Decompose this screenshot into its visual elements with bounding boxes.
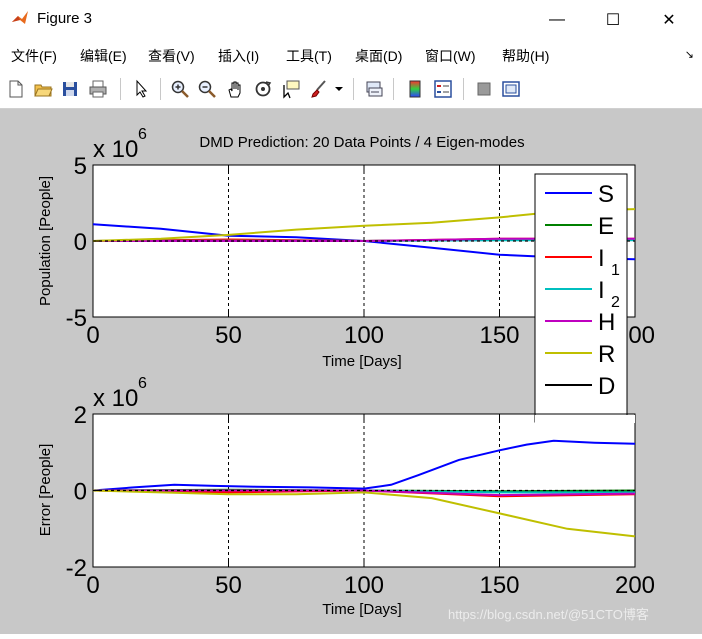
top-xtick-label: 0 — [86, 322, 99, 349]
window-title: Figure 3 — [37, 10, 93, 27]
top-xtick-label: 50 — [215, 322, 242, 349]
minimize-icon: — — [549, 11, 565, 28]
hide-plot-tools-icon[interactable] — [472, 77, 496, 101]
pan-hand-icon[interactable] — [223, 77, 247, 101]
top-axes-vlines — [228, 165, 500, 317]
legend-label-subscript: 1 — [611, 262, 620, 279]
toolbar — [0, 70, 702, 109]
bottom-exponent-power: 6 — [138, 375, 147, 392]
bottom-xtick-label: 100 — [344, 572, 384, 599]
top-ylabel: Population [People] — [37, 176, 54, 306]
top-axes-ticks: 0 50 100 150 200-505 — [66, 153, 655, 349]
legend-label: D — [598, 373, 615, 400]
menu-desktop[interactable]: 桌面(D) — [355, 48, 403, 64]
toolbar-separator — [160, 78, 161, 100]
bottom-series-line — [92, 439, 636, 492]
toolbar-separator — [393, 78, 394, 100]
toolbar-separator — [353, 78, 354, 100]
close-button[interactable]: ✕ — [642, 0, 696, 40]
bottom-xtick-label: 150 — [479, 572, 519, 599]
bottom-xtick-label: 200 — [615, 572, 655, 599]
insert-colorbar-icon[interactable] — [403, 77, 427, 101]
legend-label: H — [598, 309, 615, 336]
bottom-axes[interactable]: 0 50 100 150 200-202 x 10 6 Time [Days] Erro… — [37, 375, 655, 618]
save-icon[interactable] — [58, 77, 82, 101]
toolbar-separator — [463, 78, 464, 100]
menu-bar: 文件(F) 编辑(E) 查看(V) 插入(I) 工具(T) 桌面(D) 窗口(W… — [0, 40, 702, 70]
legend-label: S — [598, 181, 614, 208]
show-plot-tools-icon[interactable] — [499, 77, 523, 101]
open-file-icon[interactable] — [31, 77, 55, 101]
brush-dropdown-icon[interactable] — [333, 77, 345, 101]
bottom-xtick-label: 50 — [215, 572, 242, 599]
menu-help[interactable]: 帮助(H) — [502, 48, 550, 64]
menu-insert[interactable]: 插入(I) — [218, 48, 260, 64]
bottom-axes-ticks: 0 50 100 150 200-202 — [66, 402, 655, 599]
top-xtick-label: 150 — [479, 322, 519, 349]
new-figure-icon[interactable] — [4, 77, 28, 101]
bottom-xtick-label: 0 — [86, 572, 99, 599]
bottom-ytick-label: 0 — [74, 479, 87, 506]
title-bar: Figure 3 — ☐ ✕ — [0, 0, 702, 40]
legend-label-subscript: 2 — [611, 294, 620, 311]
bottom-ytick-label: -2 — [66, 555, 87, 582]
toolbar-separator — [120, 78, 121, 100]
legend-label: I — [598, 245, 605, 272]
menu-edit[interactable]: 编辑(E) — [80, 48, 127, 64]
top-xtick-label: 100 — [344, 322, 384, 349]
zoom-in-icon[interactable] — [168, 77, 192, 101]
top-ytick-label: 0 — [74, 229, 87, 256]
bottom-exponent-label: x 10 — [93, 385, 138, 412]
legend-clip-mask — [535, 415, 635, 423]
bottom-ytick-label: 2 — [74, 402, 87, 429]
legend-label: R — [598, 341, 615, 368]
top-ytick-label: -5 — [66, 305, 87, 332]
menu-view[interactable]: 查看(V) — [148, 48, 195, 64]
minimize-button[interactable]: — — [530, 0, 584, 40]
bottom-series-line — [92, 489, 636, 538]
print-icon[interactable] — [86, 77, 110, 101]
link-plot-icon[interactable] — [362, 77, 386, 101]
watermark-text: https://blog.csdn.net/@51CTO博客 — [448, 607, 649, 622]
zoom-out-icon[interactable] — [195, 77, 219, 101]
legend-box — [534, 173, 628, 423]
dock-arrow-icon[interactable]: ↘ — [684, 49, 694, 61]
bottom-axes-series — [92, 439, 636, 538]
menu-file[interactable]: 文件(F) — [11, 48, 57, 64]
data-cursor-icon[interactable] — [279, 77, 303, 101]
bottom-ylabel: Error [People] — [37, 444, 54, 537]
menu-window[interactable]: 窗口(W) — [425, 48, 476, 64]
top-exponent-power: 6 — [138, 126, 147, 143]
maximize-button[interactable]: ☐ — [586, 0, 640, 40]
legend-label: E — [598, 213, 614, 240]
brush-icon[interactable] — [307, 77, 331, 101]
figure-plot-svg: 0 50 100 150 200-505 DMD Prediction: 20 Data… — [37, 126, 655, 618]
bottom-axes-vlines — [228, 414, 500, 567]
insert-legend-icon[interactable] — [431, 77, 455, 101]
top-exponent-label: x 10 — [93, 136, 138, 163]
top-xlabel: Time [Days] — [322, 353, 401, 370]
bottom-xlabel: Time [Days] — [322, 601, 401, 618]
figure-canvas[interactable]: 0 50 100 150 200 -5 0 5 DMD Prediction: 20 Data… — [0, 109, 702, 634]
top-chart-title: DMD Prediction: 20 Data Points / 4 Eigen… — [199, 134, 524, 151]
rotate-3d-icon[interactable] — [251, 77, 275, 101]
matlab-logo-icon — [12, 11, 28, 24]
top-ytick-label: 5 — [74, 153, 87, 180]
maximize-icon: ☐ — [605, 12, 621, 29]
edit-plot-arrow-icon[interactable] — [130, 77, 154, 101]
legend-label: I — [598, 277, 605, 304]
menu-tools[interactable]: 工具(T) — [286, 48, 332, 64]
close-icon: ✕ — [662, 12, 676, 29]
